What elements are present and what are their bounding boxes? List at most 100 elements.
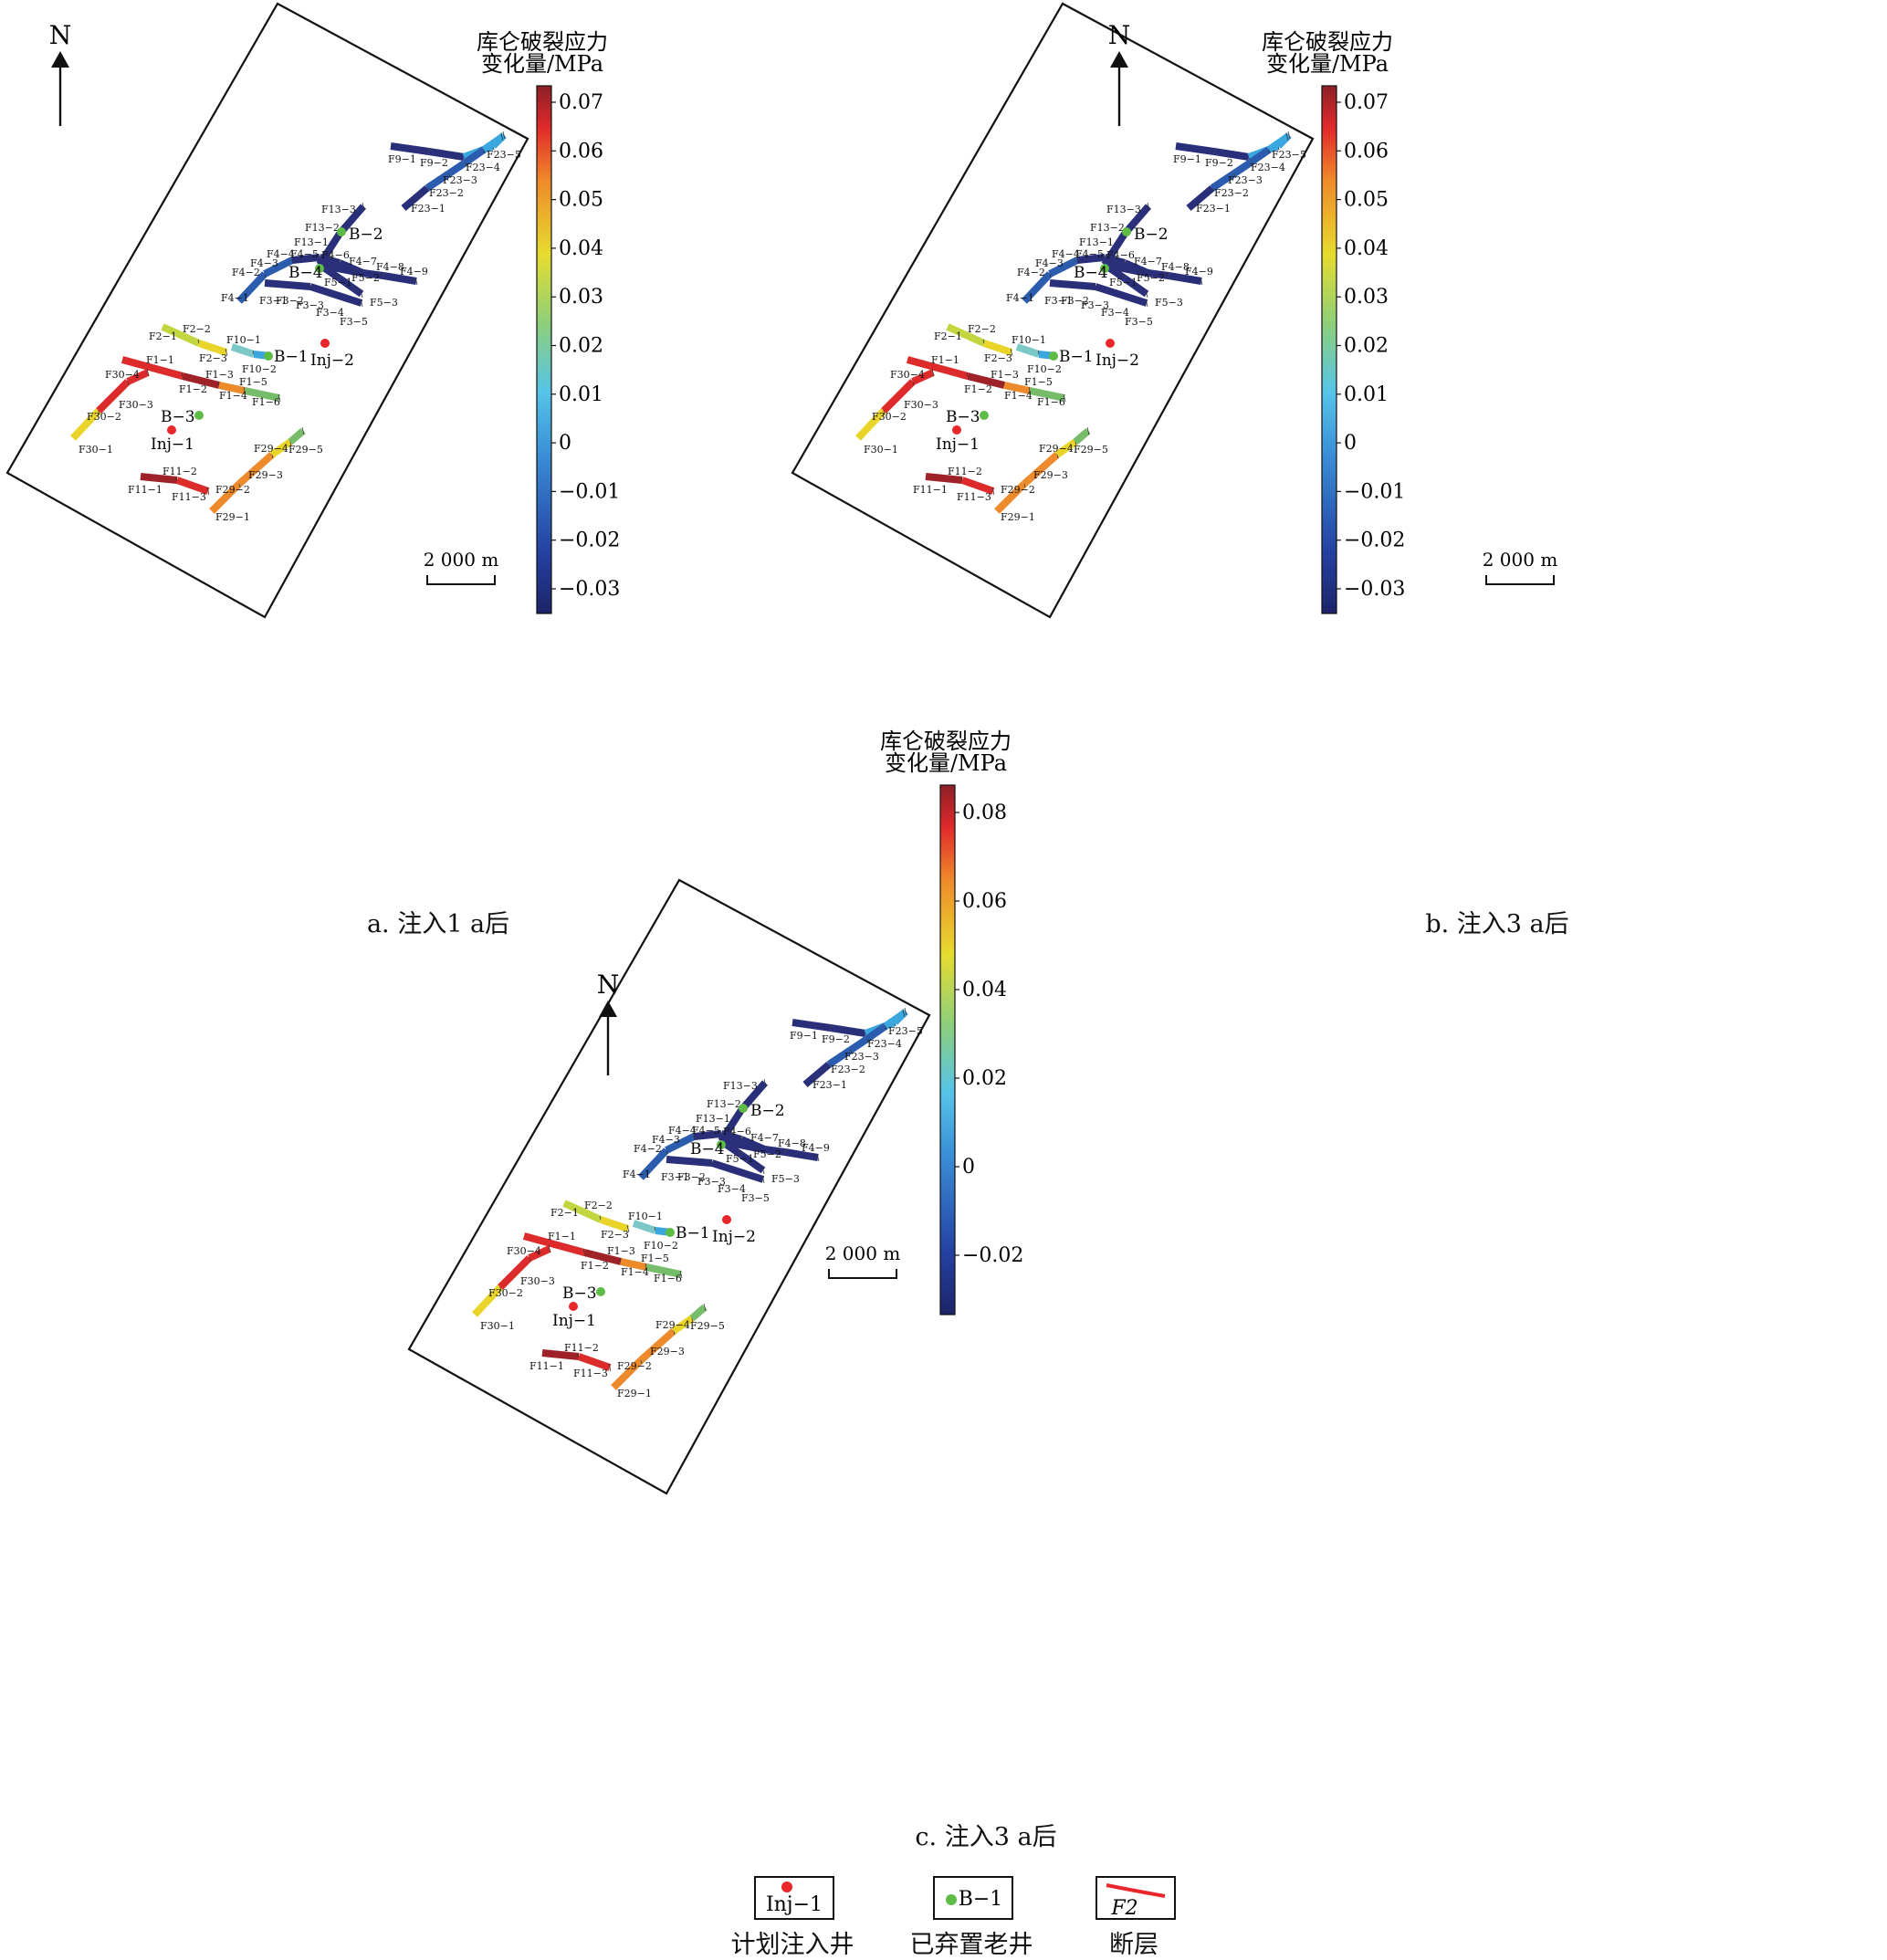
fault-label: F9−2 (822, 1033, 850, 1045)
colorbar-tick-label: −0.02 (1344, 529, 1405, 552)
fault-label: F5−1 (726, 1153, 754, 1165)
abandoned-well-marker (337, 227, 346, 236)
abandoned-well-marker (264, 351, 273, 361)
fault-label: F4−3 (1035, 257, 1064, 269)
fault-segment (784, 1148, 819, 1161)
scale-bar-label: 2 000 m (424, 549, 499, 571)
fault-label: F10−2 (242, 363, 277, 375)
colorbar-tick-label: 0 (1344, 432, 1357, 455)
fault-line-icon: F2 (1106, 1883, 1166, 1920)
fault-segment (620, 1258, 647, 1271)
colorbar-tick-label: 0 (962, 1156, 975, 1179)
fault-segment (994, 481, 1027, 514)
fault-label: F29−5 (1074, 444, 1108, 456)
fault-label: F1−3 (205, 369, 234, 381)
fault-label: F5−2 (351, 272, 380, 284)
fault-segment (121, 356, 184, 380)
fault-segment (481, 133, 505, 153)
fault-segment-divider (301, 426, 305, 435)
fault-label: F13−3 (321, 204, 356, 215)
fault-segment-divider (1010, 348, 1013, 357)
colorbar-tick-label: 0.06 (962, 890, 1007, 913)
fault-segment (218, 382, 246, 394)
fault-label: F23−3 (844, 1051, 879, 1063)
fault-label: F30−2 (488, 1287, 523, 1299)
fault-segment-divider (1285, 132, 1289, 141)
fault-segment (1003, 382, 1031, 394)
fault-label: F4−2 (232, 267, 260, 278)
fault-segment-divider (1086, 426, 1090, 435)
fault-label: F29−4 (655, 1319, 690, 1331)
fault-segment (830, 1024, 866, 1037)
fault-segment-divider (1063, 393, 1066, 403)
fault-segment (881, 379, 916, 414)
colorbar-tick-label: −0.01 (1344, 480, 1405, 503)
fault-segment-divider (1145, 289, 1148, 299)
fault-segment-divider (360, 299, 363, 308)
fault-segment (472, 1284, 503, 1317)
panel-c-caption: c. 注入3 a后 (915, 1823, 1057, 1851)
fault-label: F29−1 (617, 1388, 652, 1399)
fault-segment (1232, 159, 1253, 177)
fault-label: F23−3 (443, 174, 477, 186)
fault-label: F3−2 (276, 295, 304, 307)
fault-label: F11−3 (957, 491, 991, 503)
well-label: B−3 (562, 1284, 597, 1303)
fault-label: F30−4 (507, 1245, 541, 1257)
colorbar-tick-label: 0.04 (962, 979, 1007, 1001)
fault-segment (967, 372, 1005, 389)
well-label: B−3 (161, 408, 195, 426)
abandoned-well-marker (315, 264, 324, 273)
fault-label: F3−1 (1044, 295, 1073, 307)
fault-segment (855, 408, 886, 441)
fault-label: F13−3 (723, 1080, 758, 1092)
fault-segment (401, 184, 430, 212)
colorbar-tick-label: −0.02 (559, 529, 620, 552)
fault-segment-divider (902, 1009, 906, 1018)
colorbar-tick-label: −0.03 (559, 578, 620, 601)
legend-abandoned-sample-text: B−1 (959, 1888, 1003, 1911)
fault-segment (1122, 275, 1149, 298)
north-arrow-icon (1110, 51, 1128, 68)
fault-label: F1−2 (964, 383, 992, 395)
fault-segment-divider (500, 132, 504, 141)
fault-segment (666, 1156, 713, 1167)
fault-label: F1−1 (146, 354, 174, 366)
fault-segment (791, 1019, 832, 1032)
fault-label: F3−5 (340, 316, 368, 328)
well-label: Inj−1 (151, 435, 194, 454)
fault-label: F13−2 (707, 1098, 741, 1110)
fault-label: F30−2 (872, 411, 907, 423)
fault-label: F4−8 (778, 1137, 806, 1149)
fault-segment (577, 1353, 612, 1371)
well-label: B−2 (1134, 225, 1169, 244)
legend-injection-sample: Inj−1 (754, 1876, 834, 1920)
north-arrow-icon (51, 51, 69, 68)
fault-segment (865, 1022, 888, 1043)
fault-label: F4−1 (221, 292, 249, 304)
fault-label: F2−2 (584, 1200, 613, 1211)
fault-label: F4−9 (802, 1142, 830, 1154)
fault-label: F5−3 (370, 297, 398, 309)
well-label: B−4 (288, 264, 323, 282)
fault-label: F23−5 (888, 1025, 923, 1037)
legend-abandoned-label: 已弃置老井 (909, 1931, 1033, 1959)
injection-well-marker (167, 425, 176, 435)
fault-segment (645, 1263, 682, 1278)
fault-label: F4−9 (400, 266, 428, 278)
fault-segment (1076, 254, 1106, 264)
scale-bar-label: 2 000 m (825, 1242, 901, 1264)
fault-label: F4−2 (1017, 267, 1045, 278)
fault-segment (383, 272, 417, 285)
fault-segment (757, 1145, 786, 1156)
fault-segment-divider (1145, 299, 1148, 308)
fault-label: F30−1 (864, 444, 898, 456)
fault-segment (583, 1249, 622, 1265)
fault-label: F13−1 (294, 236, 329, 248)
colorbar (536, 85, 552, 614)
fault-label: F30−2 (87, 411, 121, 423)
fault-label: F4−6 (723, 1126, 751, 1137)
colorbar-tick-label: 0.07 (559, 91, 603, 114)
fault-segment (1168, 272, 1202, 285)
